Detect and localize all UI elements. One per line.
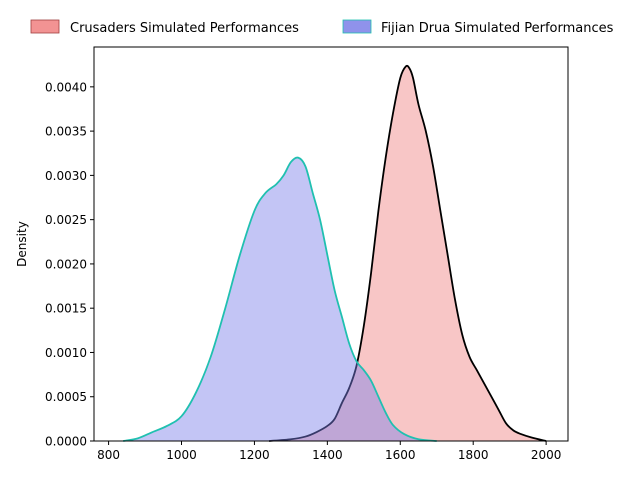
legend-label-crusaders: Crusaders Simulated Performances	[70, 21, 299, 36]
x-tick-label: 800	[97, 448, 120, 462]
x-tick-label: 1600	[385, 448, 416, 462]
y-tick-label: 0.0000	[45, 435, 87, 449]
legend-swatch-fijian-drua	[342, 19, 372, 34]
x-tick-label: 2000	[531, 448, 562, 462]
y-tick-label: 0.0015	[45, 302, 87, 316]
density-line-fijian-drua	[123, 156, 437, 442]
y-tick-label: 0.0035	[45, 125, 87, 139]
x-tick-label: 1400	[312, 448, 343, 462]
plot-frame	[93, 46, 569, 442]
legend: Crusaders Simulated Performances Fijian …	[30, 19, 614, 36]
plot-area	[93, 46, 569, 442]
y-tick-label: 0.0040	[45, 80, 87, 94]
legend-label-fijian-drua: Fijian Drua Simulated Performances	[381, 21, 614, 36]
density-area-fijian-drua	[123, 157, 437, 441]
x-tick-label: 1200	[239, 448, 270, 462]
y-tick-label: 0.0030	[45, 169, 87, 183]
y-axis-label: Density	[15, 221, 29, 267]
y-tick-label: 0.0020	[45, 257, 87, 271]
x-tick-label: 1800	[458, 448, 489, 462]
series-layer	[123, 64, 547, 442]
legend-swatch-crusaders	[30, 19, 60, 34]
x-tick-label: 1000	[166, 448, 197, 462]
y-tick-label: 0.0005	[45, 390, 87, 404]
y-axis: 0.0000 0.0005 0.0010 0.0015 0.0020 0.0025 0.00…	[45, 80, 94, 449]
density-line-crusaders	[268, 64, 547, 442]
y-tick-label: 0.0025	[45, 213, 87, 227]
y-tick-label: 0.0010	[45, 346, 87, 360]
density-area-crusaders	[269, 65, 547, 441]
x-axis: 800 1000 1200 1400 1600 1800 2000	[97, 441, 561, 462]
